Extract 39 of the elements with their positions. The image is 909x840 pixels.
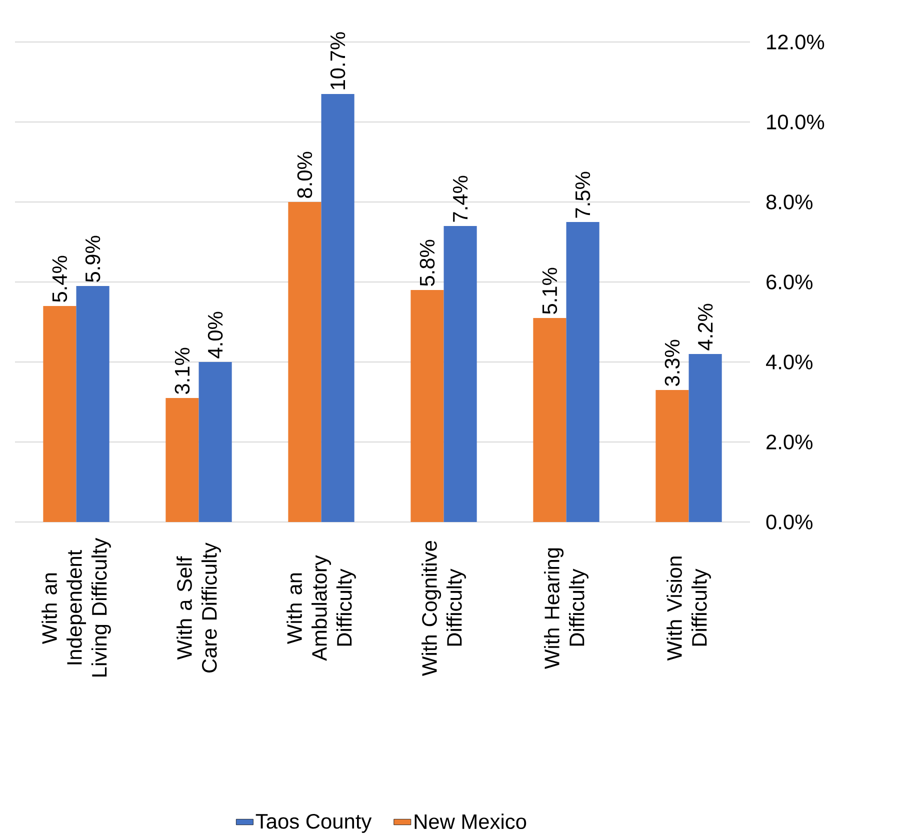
data-label: 5.8% [420,240,435,286]
bar [656,390,689,522]
x-tick-label: With Vision Difficulty [666,556,711,661]
legend-label: New Mexico [414,814,526,830]
data-label: 5.1% [542,268,558,314]
y-tick-label: 4.0% [766,354,812,370]
bar [444,226,477,522]
x-tick-label: With an Ambulatory Difficulty [286,555,356,661]
bar [410,290,444,522]
bar [533,318,566,522]
x-tick-label: With Cognitive Difficulty [422,540,466,676]
data-label: 4.2% [698,304,713,350]
bar [288,202,322,522]
x-tick-label: With an Independent Living Difficulty [42,538,111,676]
bar [43,306,76,522]
y-tick-label: 12.0% [767,34,824,50]
y-tick-label: 2.0% [766,434,812,450]
data-label: 7.5% [575,172,590,218]
bar [321,94,354,522]
x-tick-label: With Hearing Difficulty [544,548,588,669]
data-label: 3.1% [174,348,190,394]
y-tick-label: 8.0% [766,194,812,210]
data-label: 10.7% [330,32,346,90]
data-label: 5.4% [52,256,68,302]
y-tick-label: 6.0% [766,274,812,290]
bar [566,222,600,522]
bar [76,286,110,522]
data-label: 7.4% [452,176,468,222]
bar [166,398,199,522]
bar [688,354,722,522]
y-tick-label: 10.0% [767,114,824,130]
legend-label: Taos County [256,814,372,833]
x-tick-label: With a Self Care Difficulty [176,542,221,672]
data-label: 3.3% [664,340,680,386]
y-tick-label: 0.0% [766,514,812,530]
data-label: 5.9% [85,236,100,282]
data-label: 8.0% [297,152,312,198]
data-label: 4.0% [208,312,223,358]
bar [198,362,232,522]
